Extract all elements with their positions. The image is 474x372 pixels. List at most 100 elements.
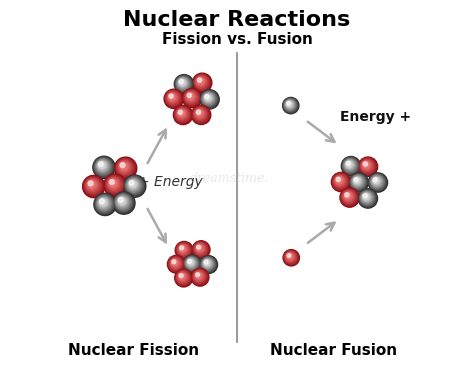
Circle shape bbox=[344, 192, 353, 201]
Circle shape bbox=[176, 242, 192, 258]
Circle shape bbox=[186, 92, 195, 101]
Circle shape bbox=[346, 161, 353, 169]
Circle shape bbox=[284, 251, 298, 264]
Circle shape bbox=[203, 259, 212, 267]
Circle shape bbox=[359, 158, 377, 175]
Circle shape bbox=[105, 176, 124, 194]
Circle shape bbox=[203, 93, 214, 104]
Circle shape bbox=[94, 158, 113, 176]
Circle shape bbox=[197, 246, 202, 251]
Circle shape bbox=[88, 181, 95, 188]
Circle shape bbox=[172, 260, 177, 265]
Circle shape bbox=[336, 177, 343, 184]
Circle shape bbox=[124, 176, 145, 196]
Circle shape bbox=[283, 97, 299, 114]
Circle shape bbox=[182, 89, 201, 108]
Circle shape bbox=[85, 177, 101, 194]
Circle shape bbox=[120, 163, 125, 168]
Circle shape bbox=[202, 259, 213, 269]
Circle shape bbox=[168, 256, 184, 272]
Circle shape bbox=[192, 241, 210, 259]
Circle shape bbox=[359, 190, 375, 206]
Circle shape bbox=[193, 107, 208, 121]
Circle shape bbox=[128, 179, 138, 190]
Circle shape bbox=[96, 159, 110, 174]
Circle shape bbox=[345, 193, 349, 197]
Circle shape bbox=[93, 156, 115, 179]
Circle shape bbox=[360, 158, 375, 174]
Circle shape bbox=[343, 158, 358, 174]
Circle shape bbox=[172, 260, 176, 264]
Circle shape bbox=[373, 177, 380, 185]
Circle shape bbox=[180, 246, 183, 250]
Circle shape bbox=[113, 193, 134, 213]
Circle shape bbox=[370, 175, 384, 189]
Circle shape bbox=[168, 93, 177, 102]
Circle shape bbox=[196, 77, 206, 86]
Text: Nuclear Fission: Nuclear Fission bbox=[68, 343, 199, 358]
Circle shape bbox=[287, 254, 292, 259]
Circle shape bbox=[332, 173, 349, 190]
Circle shape bbox=[176, 270, 191, 285]
Circle shape bbox=[194, 74, 210, 90]
Circle shape bbox=[88, 180, 96, 189]
Circle shape bbox=[183, 255, 201, 273]
Circle shape bbox=[109, 179, 118, 187]
Circle shape bbox=[174, 107, 191, 122]
Circle shape bbox=[334, 175, 346, 187]
Circle shape bbox=[168, 94, 176, 101]
Circle shape bbox=[100, 199, 106, 206]
Circle shape bbox=[83, 176, 104, 196]
Circle shape bbox=[193, 74, 211, 92]
Circle shape bbox=[285, 100, 295, 110]
Circle shape bbox=[185, 257, 197, 269]
Circle shape bbox=[177, 109, 186, 118]
Circle shape bbox=[201, 91, 217, 107]
Circle shape bbox=[287, 102, 290, 105]
Circle shape bbox=[119, 161, 129, 172]
Circle shape bbox=[118, 198, 123, 202]
Circle shape bbox=[175, 269, 192, 287]
Circle shape bbox=[176, 77, 191, 91]
Circle shape bbox=[187, 93, 194, 100]
Text: dreamstime.: dreamstime. bbox=[190, 172, 269, 185]
Circle shape bbox=[283, 250, 300, 266]
Circle shape bbox=[352, 176, 363, 187]
Circle shape bbox=[178, 110, 185, 117]
Circle shape bbox=[202, 92, 216, 106]
Circle shape bbox=[345, 160, 354, 169]
Circle shape bbox=[167, 255, 185, 273]
Circle shape bbox=[176, 108, 188, 121]
Circle shape bbox=[200, 90, 219, 109]
Circle shape bbox=[176, 109, 187, 119]
Circle shape bbox=[195, 272, 202, 279]
Circle shape bbox=[172, 259, 178, 266]
Circle shape bbox=[177, 77, 189, 90]
Circle shape bbox=[343, 190, 355, 203]
Circle shape bbox=[204, 93, 213, 103]
Circle shape bbox=[185, 91, 198, 103]
Circle shape bbox=[361, 160, 374, 172]
Circle shape bbox=[287, 253, 293, 260]
Circle shape bbox=[165, 90, 181, 106]
Circle shape bbox=[88, 181, 93, 186]
Circle shape bbox=[169, 257, 182, 270]
Circle shape bbox=[363, 193, 370, 201]
Circle shape bbox=[195, 272, 203, 280]
Circle shape bbox=[174, 106, 191, 124]
Circle shape bbox=[108, 178, 119, 189]
Circle shape bbox=[360, 191, 374, 205]
Circle shape bbox=[192, 73, 212, 92]
Circle shape bbox=[116, 195, 130, 209]
Circle shape bbox=[105, 175, 125, 195]
Circle shape bbox=[361, 191, 374, 204]
Circle shape bbox=[183, 89, 201, 107]
Circle shape bbox=[175, 76, 191, 92]
Circle shape bbox=[177, 272, 189, 283]
Circle shape bbox=[342, 190, 356, 204]
Circle shape bbox=[187, 93, 193, 99]
Circle shape bbox=[99, 162, 105, 169]
Circle shape bbox=[201, 257, 215, 270]
Circle shape bbox=[374, 178, 379, 184]
Circle shape bbox=[113, 192, 135, 214]
